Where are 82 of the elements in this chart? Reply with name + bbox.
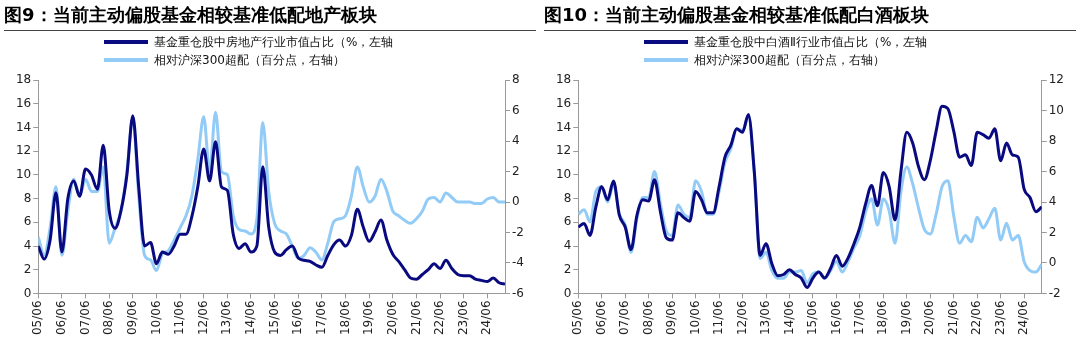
x-tick-label: 12/06 (195, 300, 210, 336)
y2-tick-label: -2 (1048, 285, 1061, 300)
x-tick-label: 24/06 (479, 300, 494, 336)
y2-tick-label: 4 (512, 133, 520, 148)
y-tick-label: 18 (15, 72, 32, 87)
x-tick-label: 06/06 (54, 300, 69, 336)
legend-label: 基金重仓股中房地产行业市值占比（%，左轴 (154, 34, 394, 51)
x-tick-label: 07/06 (617, 300, 632, 336)
y-tick-label: 14 (555, 119, 572, 134)
y2-tick-label: 0 (1048, 255, 1057, 270)
x-tick-label: 09/06 (664, 300, 679, 336)
y2-tick-label: 0 (512, 194, 520, 209)
y2-tick-label: 2 (1048, 224, 1057, 239)
x-tick-label: 06/06 (593, 300, 608, 336)
x-tick-label: 17/06 (314, 300, 328, 336)
y-tick-label: 8 (23, 190, 32, 205)
y-tick-label: 4 (23, 238, 32, 253)
chart-title: 图9：当前主动偏股基金相较基准低配地产板块 (4, 0, 536, 31)
y-tick-label: 16 (15, 96, 32, 111)
x-tick-label: 22/06 (969, 300, 984, 336)
x-tick-label: 15/06 (805, 300, 820, 336)
y-tick-label: 6 (23, 214, 32, 229)
chart-title: 图10：当前主动偏股基金相较基准低配白酒板块 (544, 0, 1076, 31)
y-tick-label: 18 (555, 72, 572, 87)
x-tick-label: 18/06 (875, 300, 890, 336)
y2-tick-label: 8 (1048, 133, 1057, 148)
y-tick-label: 12 (555, 143, 572, 158)
x-tick-label: 20/06 (922, 300, 937, 336)
y2-tick-label: 6 (512, 102, 520, 117)
y-tick-label: 12 (15, 143, 32, 158)
x-tick-label: 14/06 (781, 300, 796, 336)
x-tick-label: 11/06 (172, 300, 187, 336)
y2-tick-label: 4 (1048, 194, 1057, 209)
y-tick-label: 14 (15, 119, 32, 134)
y2-tick-label: -2 (512, 224, 524, 239)
y2-tick-label: 10 (1048, 102, 1065, 117)
y-tick-label: 8 (563, 190, 572, 205)
x-tick-label: 12/06 (734, 300, 749, 336)
y-tick-label: 10 (555, 167, 572, 182)
x-tick-label: 21/06 (408, 300, 423, 336)
x-tick-label: 16/06 (290, 300, 305, 336)
y2-tick-label: 12 (1048, 72, 1065, 87)
x-tick-label: 11/06 (711, 300, 726, 336)
x-tick-label: 05/06 (30, 300, 45, 336)
y-tick-label: 10 (15, 167, 32, 182)
x-tick-label: 20/06 (384, 300, 399, 336)
x-tick-label: 13/06 (219, 300, 234, 336)
x-tick-label: 19/06 (361, 300, 376, 336)
x-tick-label: 05/06 (570, 300, 585, 336)
y2-tick-label: -6 (512, 285, 524, 300)
y-tick-label: 16 (555, 96, 572, 111)
x-tick-label: 07/06 (77, 300, 92, 336)
x-tick-label: 22/06 (432, 300, 447, 336)
y2-tick-label: 6 (1048, 163, 1057, 178)
y2-tick-label: -4 (512, 255, 524, 270)
x-tick-label: 23/06 (992, 300, 1007, 336)
y-tick-label: 2 (23, 261, 32, 276)
x-tick-label: 13/06 (758, 300, 773, 336)
x-tick-label: 16/06 (828, 300, 843, 336)
legend-label: 相对沪深300超配（百分点，右轴） (694, 52, 885, 69)
legend-label: 相对沪深300超配（百分点，右轴） (154, 52, 345, 69)
x-tick-label: 10/06 (148, 300, 163, 336)
legend-label: 基金重仓股中白酒Ⅱ行业市值占比（%，左轴 (694, 34, 928, 51)
y-tick-label: 6 (563, 214, 572, 229)
x-tick-label: 08/06 (101, 300, 116, 336)
y-tick-label: 2 (563, 261, 572, 276)
x-tick-label: 18/06 (337, 300, 352, 336)
x-tick-label: 10/06 (687, 300, 702, 336)
x-tick-label: 23/06 (455, 300, 470, 336)
x-tick-label: 24/06 (1016, 300, 1031, 336)
y2-tick-label: 8 (512, 72, 520, 87)
x-tick-label: 09/06 (124, 300, 139, 336)
y-tick-label: 0 (563, 285, 572, 300)
x-tick-label: 14/06 (243, 300, 258, 336)
y2-tick-label: 2 (512, 163, 520, 178)
x-tick-label: 19/06 (898, 300, 913, 336)
x-tick-label: 17/06 (851, 300, 866, 336)
x-tick-label: 08/06 (640, 300, 655, 336)
x-tick-label: 15/06 (266, 300, 281, 336)
x-tick-label: 21/06 (945, 300, 960, 336)
y-tick-label: 0 (23, 285, 32, 300)
y-tick-label: 4 (563, 238, 572, 253)
